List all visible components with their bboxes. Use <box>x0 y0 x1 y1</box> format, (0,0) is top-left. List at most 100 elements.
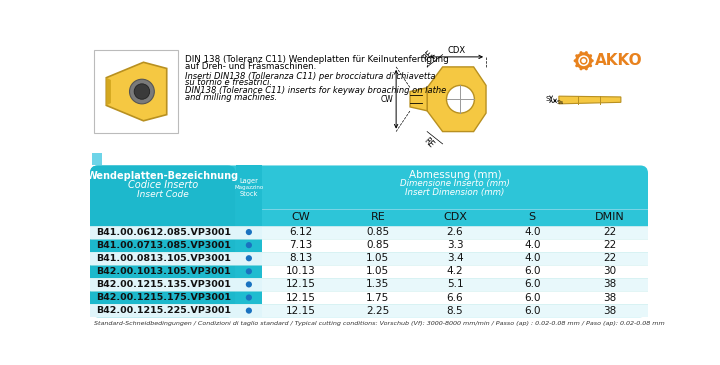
Text: and milling machines.: and milling machines. <box>184 93 276 102</box>
Text: RE: RE <box>422 136 435 150</box>
Text: B42.00.1013.105.VP3001: B42.00.1013.105.VP3001 <box>96 267 231 276</box>
Text: 12.15: 12.15 <box>286 280 315 289</box>
Text: 6.0: 6.0 <box>524 306 541 316</box>
Text: 2.6: 2.6 <box>446 227 464 237</box>
Circle shape <box>134 84 150 99</box>
Text: RE: RE <box>371 212 385 222</box>
Circle shape <box>574 59 577 62</box>
Text: 4.0: 4.0 <box>524 227 541 237</box>
Text: B42.00.1215.135.VP3001: B42.00.1215.135.VP3001 <box>96 280 231 289</box>
FancyBboxPatch shape <box>91 153 102 165</box>
Circle shape <box>581 58 586 63</box>
FancyBboxPatch shape <box>90 252 262 265</box>
Text: 1.75: 1.75 <box>366 292 390 303</box>
Circle shape <box>575 52 592 69</box>
FancyBboxPatch shape <box>90 165 235 317</box>
Circle shape <box>246 268 252 274</box>
Circle shape <box>246 281 252 288</box>
Text: Lager: Lager <box>240 178 258 184</box>
Circle shape <box>246 229 252 235</box>
Text: 0.85: 0.85 <box>366 240 390 250</box>
Circle shape <box>589 64 592 67</box>
Text: 6.0: 6.0 <box>524 266 541 276</box>
Text: 1.05: 1.05 <box>366 266 390 276</box>
Circle shape <box>585 51 588 54</box>
Text: Magazzino: Magazzino <box>234 185 264 190</box>
Text: CDX: CDX <box>448 46 466 55</box>
Circle shape <box>578 55 589 66</box>
Polygon shape <box>559 96 621 104</box>
FancyBboxPatch shape <box>262 226 648 317</box>
Text: 6.0: 6.0 <box>524 280 541 289</box>
Text: 22: 22 <box>603 240 616 250</box>
FancyBboxPatch shape <box>262 226 648 239</box>
Text: CW: CW <box>381 95 394 104</box>
Circle shape <box>246 242 252 248</box>
Text: 6.6: 6.6 <box>446 292 464 303</box>
FancyBboxPatch shape <box>235 165 262 317</box>
Text: Inserti DIN138 (Tolleranza C11) per brocciatura di chiavetta: Inserti DIN138 (Tolleranza C11) per broc… <box>184 72 435 81</box>
Text: CW: CW <box>292 212 310 222</box>
Text: B41.00.0612.085.VP3001: B41.00.0612.085.VP3001 <box>96 227 231 237</box>
Text: B42.00.1215.225.VP3001: B42.00.1215.225.VP3001 <box>96 306 231 315</box>
Text: auf Dreh- und Fräsmaschinen.: auf Dreh- und Fräsmaschinen. <box>184 62 316 70</box>
Circle shape <box>580 67 582 70</box>
Circle shape <box>246 308 252 314</box>
Text: S: S <box>528 212 536 222</box>
Text: Stock: Stock <box>240 191 258 197</box>
Text: Insert Code: Insert Code <box>137 190 189 199</box>
Text: 1.35: 1.35 <box>366 280 390 289</box>
Text: AKKO: AKKO <box>595 53 642 68</box>
Text: 12.15: 12.15 <box>286 306 315 316</box>
Text: DIN138 (Tolerance C11) inserts for keyway broaching on lathe: DIN138 (Tolerance C11) inserts for keywa… <box>184 86 446 95</box>
Polygon shape <box>107 78 111 105</box>
Text: 7.13: 7.13 <box>289 240 312 250</box>
Circle shape <box>130 79 154 104</box>
Circle shape <box>575 54 578 57</box>
Circle shape <box>585 67 588 70</box>
Text: B41.00.0813.105.VP3001: B41.00.0813.105.VP3001 <box>96 254 231 263</box>
FancyBboxPatch shape <box>262 278 648 291</box>
Text: 4.0: 4.0 <box>524 253 541 263</box>
Text: B42.00.1215.175.VP3001: B42.00.1215.175.VP3001 <box>96 293 231 302</box>
Circle shape <box>446 85 474 113</box>
Text: 8.5: 8.5 <box>446 306 464 316</box>
Text: 1.05: 1.05 <box>366 253 390 263</box>
Text: Wendeplatten-Bezeichnung: Wendeplatten-Bezeichnung <box>87 171 239 181</box>
Text: Ss: Ss <box>557 100 564 105</box>
Text: 3.3: 3.3 <box>446 240 464 250</box>
Text: 10.13: 10.13 <box>286 266 315 276</box>
Circle shape <box>580 51 582 54</box>
FancyBboxPatch shape <box>94 50 178 133</box>
Text: B41.00.0713.085.VP3001: B41.00.0713.085.VP3001 <box>96 241 231 250</box>
Text: 4.2: 4.2 <box>446 266 464 276</box>
Text: RE: RE <box>422 49 435 62</box>
Text: Dimensione Inserto (mm): Dimensione Inserto (mm) <box>400 180 510 188</box>
Text: DMIN: DMIN <box>595 212 624 222</box>
Text: 6.12: 6.12 <box>289 227 312 237</box>
FancyBboxPatch shape <box>90 165 648 317</box>
Circle shape <box>246 255 252 261</box>
Circle shape <box>590 59 594 62</box>
Circle shape <box>246 295 252 301</box>
Text: 0.85: 0.85 <box>366 227 390 237</box>
FancyBboxPatch shape <box>90 44 648 163</box>
Text: 12.15: 12.15 <box>286 292 315 303</box>
Text: 4.0: 4.0 <box>524 240 541 250</box>
Text: 38: 38 <box>603 306 616 316</box>
Text: 2.25: 2.25 <box>366 306 390 316</box>
Text: 6.0: 6.0 <box>524 292 541 303</box>
Text: 8.13: 8.13 <box>289 253 312 263</box>
FancyBboxPatch shape <box>262 252 648 265</box>
Text: 22: 22 <box>603 253 616 263</box>
Text: CDX: CDX <box>443 212 467 222</box>
Circle shape <box>589 54 592 57</box>
Circle shape <box>575 64 578 67</box>
Text: 30: 30 <box>603 266 616 276</box>
Text: Standard-Schneidbedingungen / Condizioni di taglio standard / Typical cutting co: Standard-Schneidbedingungen / Condizioni… <box>94 321 665 326</box>
FancyBboxPatch shape <box>90 278 262 291</box>
Text: Abmessung (mm): Abmessung (mm) <box>409 170 501 180</box>
Text: Codice Inserto: Codice Inserto <box>127 180 198 191</box>
Text: 3.4: 3.4 <box>446 253 464 263</box>
Text: DIN 138 (Toleranz C11) Wendeplatten für Keilnutenfertigung: DIN 138 (Toleranz C11) Wendeplatten für … <box>184 55 449 64</box>
